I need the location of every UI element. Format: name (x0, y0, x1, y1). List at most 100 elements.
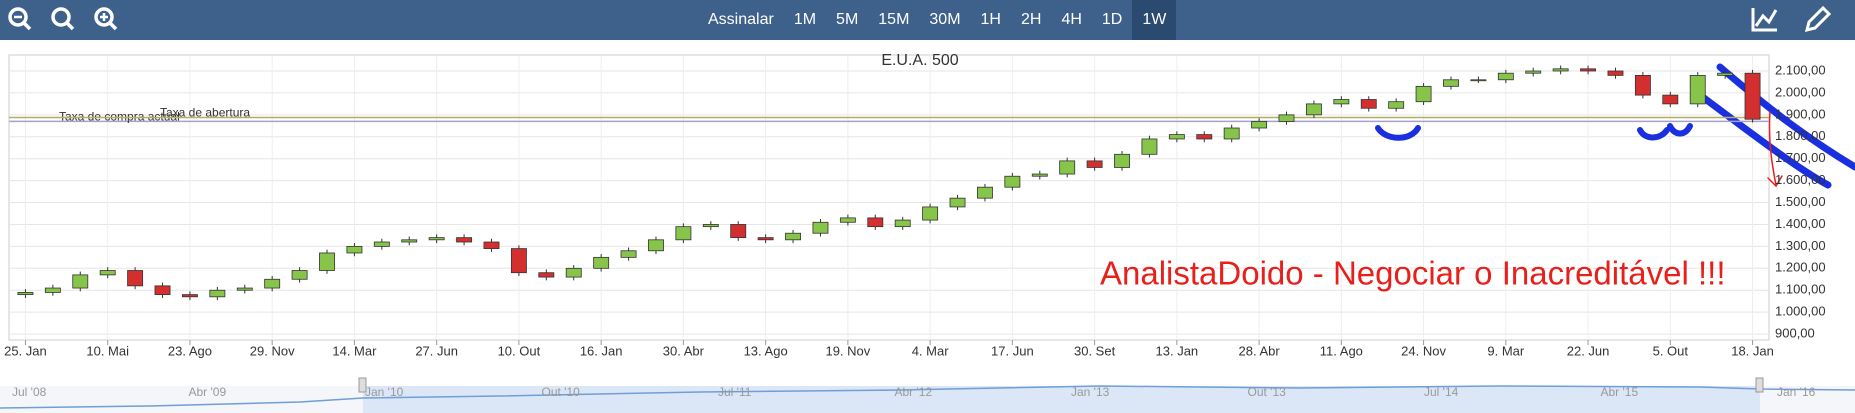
navigator-label: Jan '10 (365, 385, 404, 399)
navigator: Jul '08 Abr '09 Jan '10 Out '10 Jul '11 Abr '… (0, 377, 1855, 413)
x-tick-label: 13. Jan (1156, 343, 1199, 358)
x-tick-label: 5. Out (1653, 343, 1689, 358)
candle-body (1689, 74, 1706, 105)
candle-body (675, 226, 692, 241)
chart: E.U.A. 500 AnalistaDoido - Negociar o In… (0, 52, 1855, 413)
candle-body (702, 224, 719, 228)
candle-body (1251, 121, 1268, 129)
timeframe-button[interactable]: Assinalar (708, 11, 774, 28)
annotation: AnalistaDoido - Negociar o Inacreditável… (1100, 255, 1726, 292)
candle-body (1196, 134, 1213, 140)
timeframe-button[interactable]: 5M (836, 11, 859, 28)
timeframe-button[interactable]: 1M (793, 11, 817, 28)
x-tick-label: 10. Mai (86, 343, 129, 358)
candle-body (264, 278, 281, 289)
x-tick-label: 11. Ago (1320, 343, 1363, 358)
candle-body (291, 270, 308, 280)
y-tick-label: 1.900,00 (1775, 106, 1826, 121)
y-tick-label: 1.500,00 (1775, 194, 1826, 209)
candle-body (949, 197, 966, 208)
x-tick-label: 25. Jan (4, 343, 47, 358)
y-tick-label: 1.600,00 (1775, 172, 1826, 187)
x-tick-label: 16. Jan (580, 343, 623, 358)
grid (8, 54, 1770, 341)
candle-body (1360, 99, 1377, 109)
candle-body (839, 217, 856, 223)
timeframe-buttons: Assinalar 1M 5M 15M 30M 1H 2H 4H 1D 1W (698, 0, 1177, 40)
x-tick-label: 24. Nov (1401, 343, 1446, 358)
candle-body (757, 237, 774, 241)
candle-body (510, 248, 527, 274)
candle-body (319, 252, 335, 271)
navigator-label: Abr '15 (1601, 385, 1639, 399)
navigator-label: Abr '12 (895, 385, 933, 399)
candle-body (1223, 127, 1240, 140)
navigator-label: Jul '08 (12, 385, 47, 399)
navigator-label: Jul '11 (718, 385, 752, 399)
candle-body (593, 256, 610, 269)
candle-body (785, 232, 801, 241)
indicator-icon[interactable] (1751, 8, 1777, 32)
candle-body (17, 292, 34, 296)
plot-border (8, 54, 1770, 341)
candle-body (373, 241, 390, 247)
candle-body (99, 270, 116, 276)
candle-body (154, 285, 171, 296)
draw-icon[interactable] (1804, 5, 1832, 33)
navigator-label: Jul '14 (1424, 385, 1459, 399)
x-tick-label: 19. Nov (825, 343, 870, 358)
timeframe-button[interactable]: 1D (1101, 11, 1123, 28)
timeframe-button[interactable]: 4H (1061, 11, 1082, 28)
candle-body (1717, 72, 1734, 76)
candle-body (72, 274, 89, 289)
candle-body (565, 267, 582, 278)
candle-body (1662, 94, 1679, 105)
x-tick-label: 30. Abr (663, 343, 705, 358)
x-tick-label: 30. Set (1074, 343, 1116, 358)
zoom-icons (8, 7, 118, 31)
candle-body (620, 250, 637, 258)
candle-body (730, 224, 747, 239)
navigator-label: Out '10 (542, 385, 581, 399)
timeframe-button[interactable]: 1H (980, 11, 1001, 28)
candle-body (1634, 74, 1651, 96)
candle-body (977, 186, 993, 199)
nav-handle[interactable] (358, 377, 367, 393)
candle-body (236, 287, 253, 291)
candle-body (1004, 175, 1021, 188)
zoom-reset[interactable] (51, 7, 71, 27)
x-tick-label: 22. Jun (1567, 343, 1610, 358)
y-tick-label: 1.200,00 (1775, 260, 1826, 275)
navigator-label: Jan '13 (1071, 385, 1110, 399)
candle-body (894, 219, 911, 228)
timeframe-button[interactable]: 1W (1132, 0, 1177, 40)
candle-body (1086, 160, 1103, 168)
zoom-in[interactable] (94, 7, 114, 27)
drawings (1375, 63, 1855, 189)
candle-body (1744, 72, 1761, 120)
nav-handle[interactable] (1755, 377, 1764, 393)
candle-body (1031, 173, 1048, 177)
y-tick-label: 1.000,00 (1775, 304, 1826, 319)
candle-body (1333, 99, 1350, 105)
candle-body (1059, 160, 1076, 175)
candle-body (1141, 138, 1158, 155)
timeframe-button[interactable]: 30M (929, 11, 961, 28)
candle-body (812, 221, 829, 234)
timeframe-button[interactable]: 2H (1020, 11, 1042, 28)
y-tick-label: 900,00 (1775, 326, 1815, 341)
timeframe-button[interactable]: 15M (878, 11, 910, 28)
x-tick-label: 9. Mar (1487, 343, 1525, 358)
candle-body (1168, 134, 1185, 140)
candle-body (1278, 114, 1295, 122)
navigator-label: Abr '09 (189, 385, 227, 399)
zoom-out[interactable] (8, 7, 28, 27)
x-tick-label: 23. Ago (168, 343, 212, 358)
candle-body (1305, 103, 1322, 116)
candle-body (483, 241, 500, 249)
candle-body (44, 287, 61, 293)
candle-body (1388, 101, 1405, 109)
candle-body (346, 245, 363, 254)
navigator-label: Jan '16 (1777, 385, 1816, 399)
